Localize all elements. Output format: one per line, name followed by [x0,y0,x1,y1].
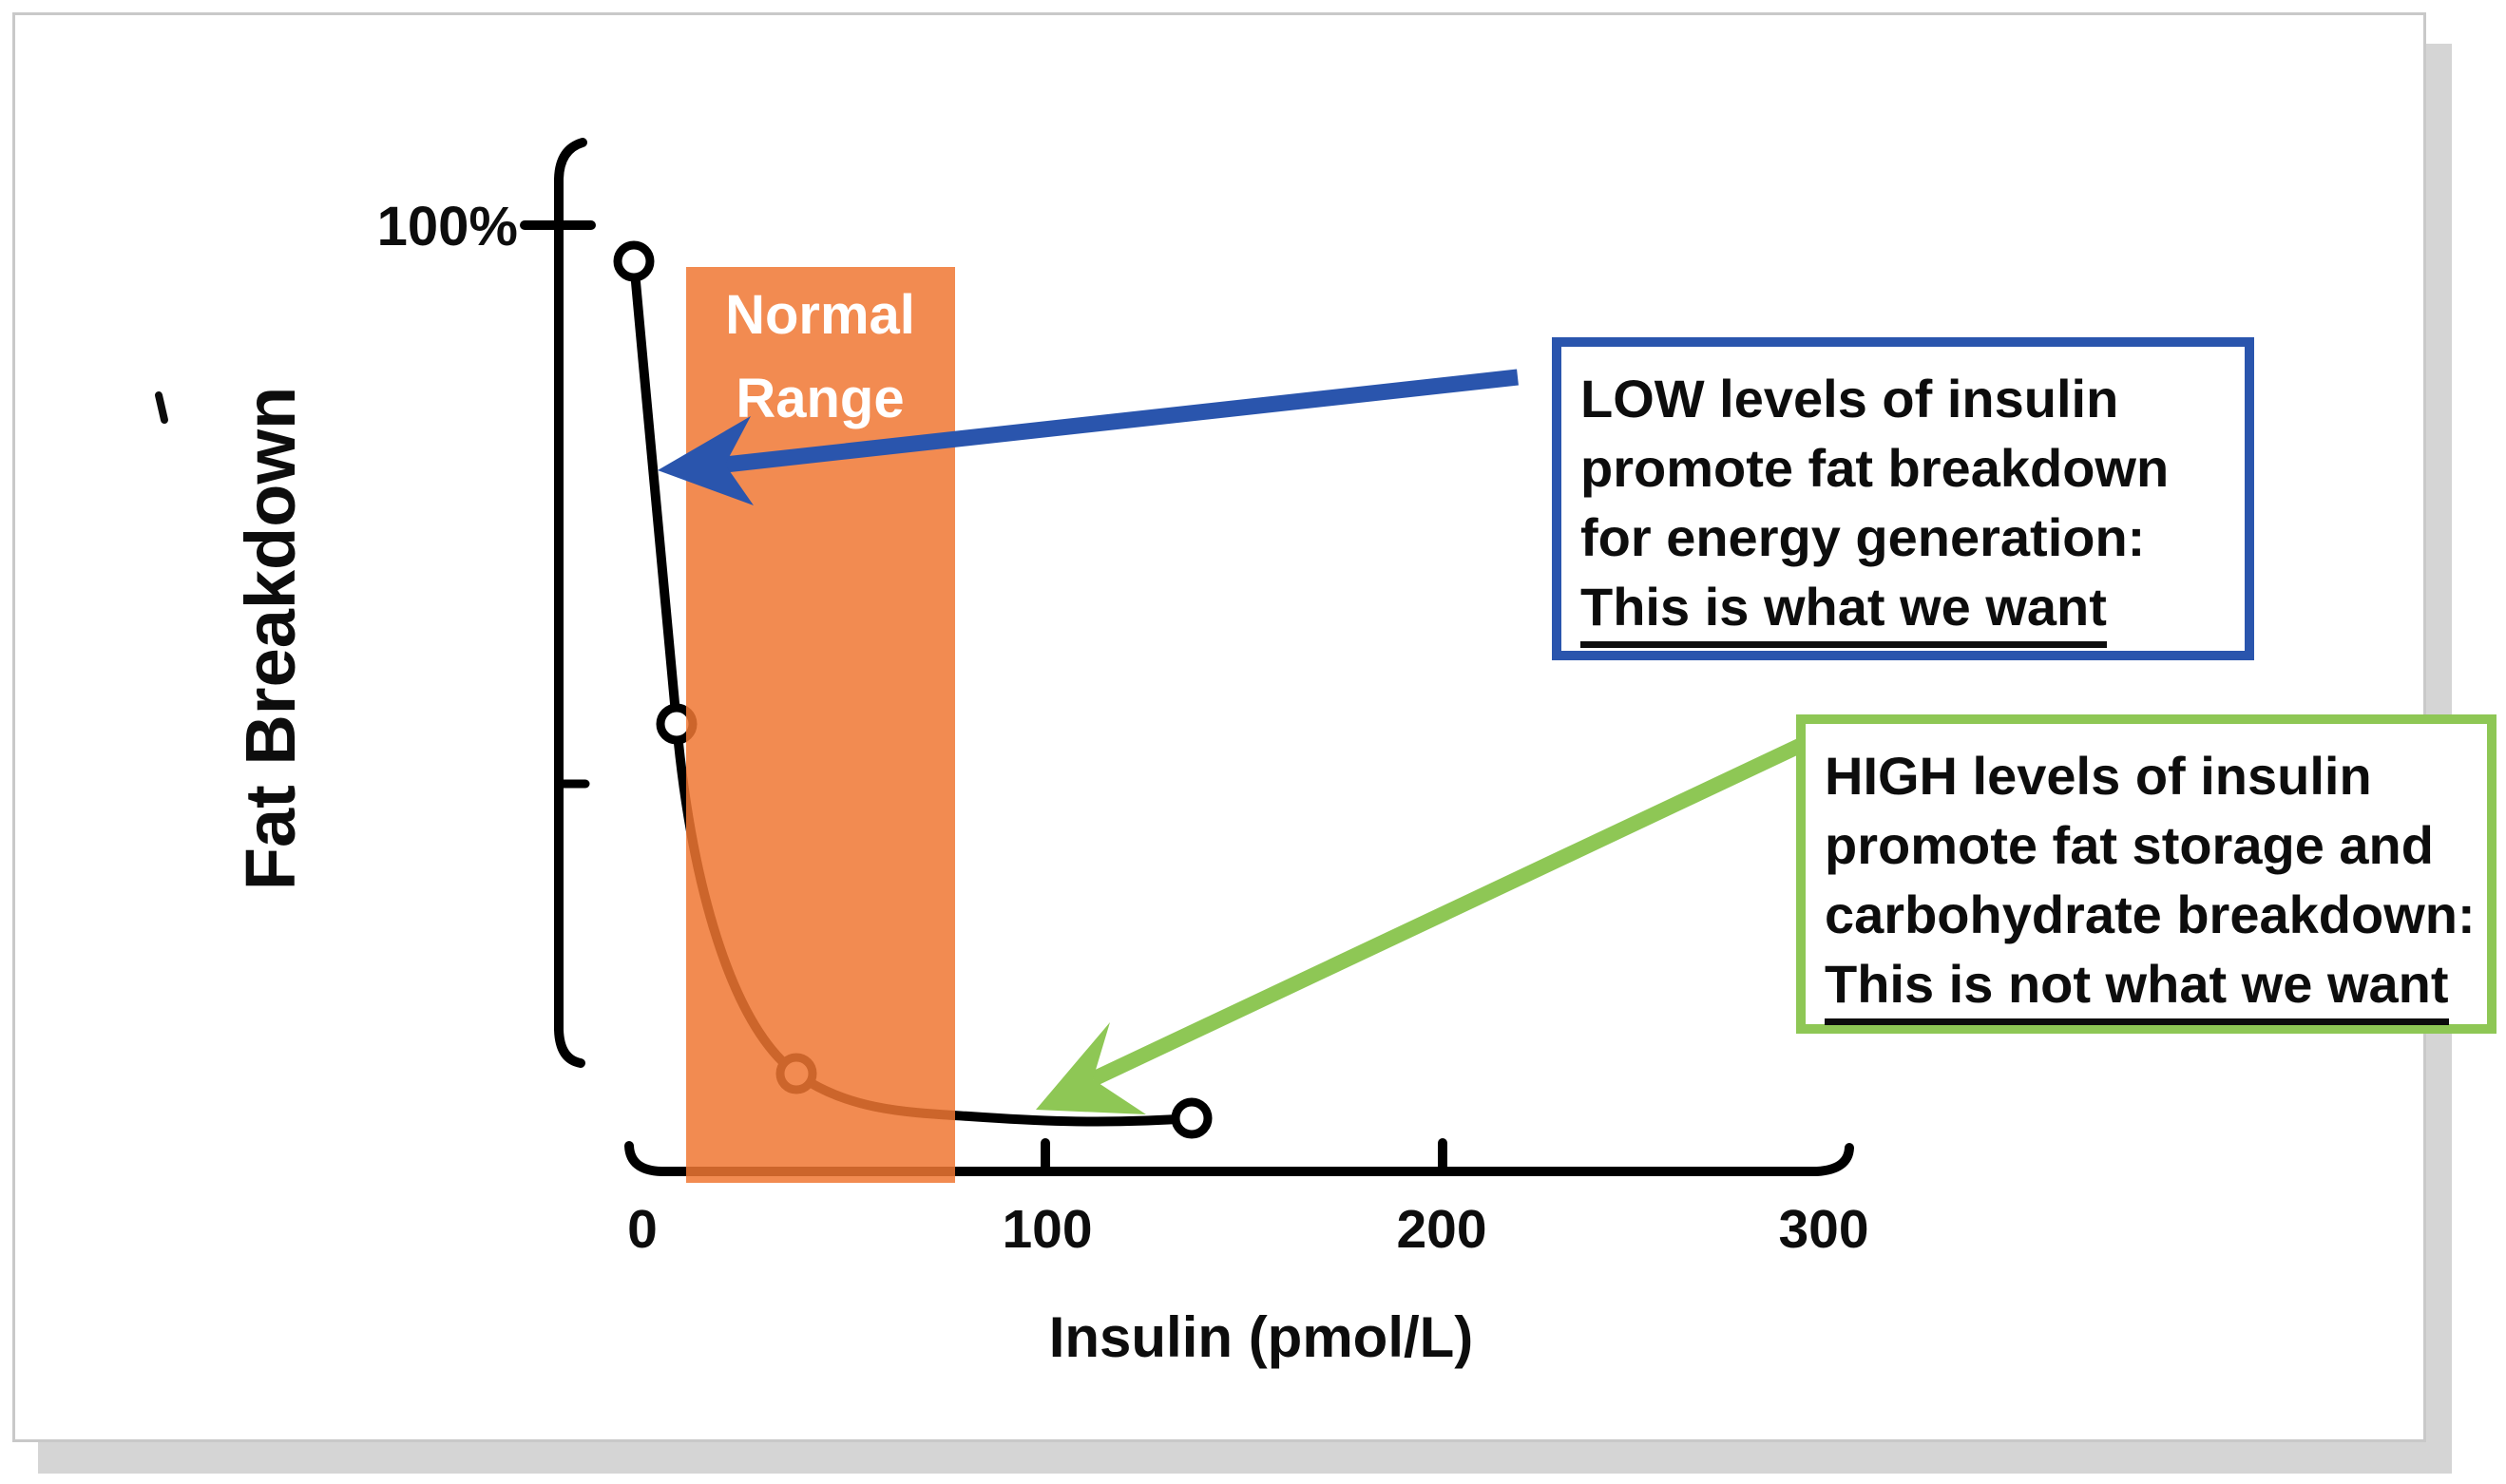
x-tick-label-200: 200 [1396,1199,1486,1260]
low-insulin-arrowhead-icon [658,416,754,505]
low-insulin-arrow-shaft [724,369,1519,473]
high-callout-underlined-text: This is not what we want [1825,957,2449,1025]
data-point-0 [613,240,655,282]
high-insulin-callout: HIGH levels of insulin promote fat stora… [1796,714,2496,1034]
stray-mark [155,391,168,424]
y-axis-title: Fat Breakdown [231,387,310,890]
high-callout-line-3: carbohydrate breakdown: [1825,885,2476,944]
high-insulin-arrow-shaft [1089,734,1811,1087]
low-insulin-callout: LOW levels of insulin promote fat breakd… [1552,337,2254,660]
y-axis-line [554,138,587,1068]
high-insulin-arrowhead-icon [1036,1022,1146,1114]
x-tick-label-100: 100 [1002,1199,1092,1260]
low-callout-line-4: This is what we want [1580,572,2226,648]
low-callout-line-2: promote fat breakdown [1580,438,2170,498]
low-callout-underlined-text: This is what we want [1580,580,2107,648]
high-callout-line-1: HIGH levels of insulin [1825,746,2372,806]
data-point-3 [1171,1097,1213,1139]
low-callout-line-1: LOW levels of insulin [1580,369,2119,428]
x-axis-title: Insulin (pmol/L) [1049,1305,1474,1369]
y-axis-top-tick-label: 100% [377,196,518,257]
normal-range-band [686,267,955,1183]
high-callout-line-4: This is not what we want [1825,949,2468,1025]
x-axis-line [624,1141,1854,1176]
normal-range-label-line1: Normal [725,284,915,346]
low-callout-line-3: for energy generation: [1580,507,2146,567]
x-tick-label-300: 300 [1778,1199,1868,1260]
normal-range-label-line2: Range [736,368,904,429]
x-tick-label-0: 0 [627,1199,658,1260]
high-callout-line-2: promote fat storage and [1825,815,2434,875]
